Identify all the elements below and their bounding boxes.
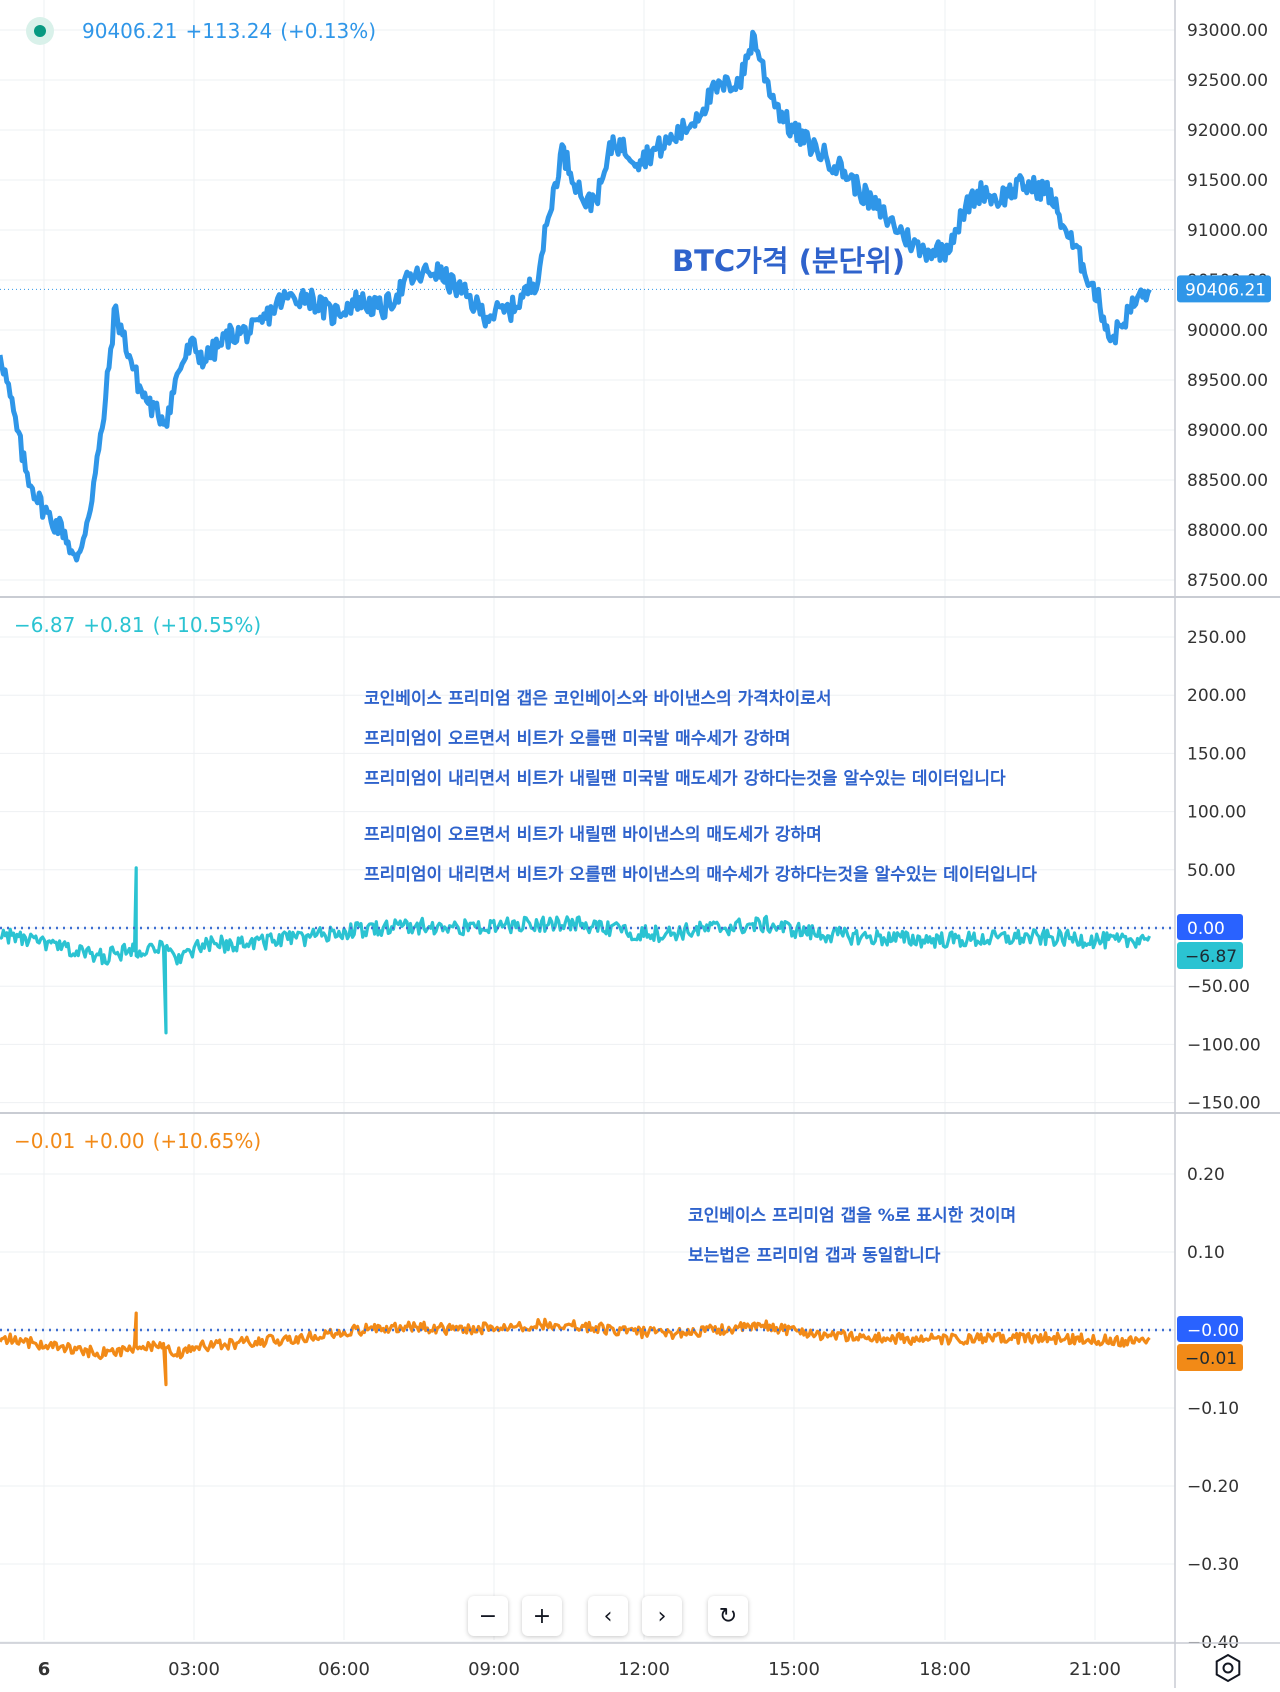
x-tick-label: 15:00 <box>768 1659 820 1680</box>
y-tick-label: 100.00 <box>1187 803 1246 823</box>
legend-change: +0.81 <box>83 613 144 637</box>
y-tick-label: 91500.00 <box>1187 171 1268 191</box>
x-tick-label: 21:00 <box>1069 1659 1121 1680</box>
reset-button[interactable]: ↻ <box>708 1596 748 1636</box>
last-value-label: −0.01 <box>1185 1349 1237 1369</box>
series-line-gap <box>0 866 1151 1035</box>
annotation-text: 프리미엄이 오르면서 비트가 내릴땐 바이낸스의 매도세가 강하며 <box>364 825 822 845</box>
y-tick-label: 89500.00 <box>1187 371 1268 391</box>
y-tick-label: −150.00 <box>1187 1094 1261 1114</box>
annotation-text: 코인베이스 프리미엄 갭은 코인베이스와 바이낸스의 가격차이로서 <box>364 689 832 709</box>
minus-icon: − <box>478 1603 498 1629</box>
y-tick-label: 250.00 <box>1187 628 1246 648</box>
x-tick-label: 09:00 <box>468 1659 520 1680</box>
plus-icon: + <box>532 1603 552 1629</box>
settings-center <box>1222 1662 1234 1674</box>
y-tick-label: −0.20 <box>1187 1477 1239 1497</box>
x-tick-label: 06:00 <box>318 1659 370 1680</box>
grid-lines <box>43 0 1096 1640</box>
chart-navigation: − + ‹ › ↻ <box>468 1596 748 1640</box>
y-tick-label: −100.00 <box>1187 1035 1261 1055</box>
y-tick-label: 93000.00 <box>1187 21 1268 41</box>
annotation-text: 프리미엄이 내리면서 비트가 내릴땐 미국발 매도세가 강하다는것을 알수있는 … <box>364 769 1006 789</box>
y-tick-label: 90000.00 <box>1187 321 1268 341</box>
y-tick-label: 50.00 <box>1187 861 1236 881</box>
last-value-tag <box>1177 1344 1243 1371</box>
x-tick-label: 03:00 <box>168 1659 220 1680</box>
x-tick-label: 12:00 <box>618 1659 670 1680</box>
legend-value: 90406.21 <box>82 19 177 43</box>
y-tick-label: −0.30 <box>1187 1555 1239 1575</box>
pane-price[interactable]: 93000.00 92500.00 92000.00 91500.00 91000.00… <box>0 17 1271 591</box>
scroll-right-button[interactable]: › <box>642 1596 682 1636</box>
last-value-tag <box>1177 275 1271 303</box>
status-dot-icon <box>34 25 46 37</box>
y-tick-label: 150.00 <box>1187 744 1246 764</box>
y-tick-label: 87500.00 <box>1187 571 1268 591</box>
annotation-text: 보는법은 프리미엄 갭과 동일합니다 <box>688 1245 941 1266</box>
zero-value-tag <box>1177 1316 1243 1342</box>
y-tick-label: 92000.00 <box>1187 121 1268 141</box>
chevron-left-icon: ‹ <box>603 1603 613 1629</box>
zero-value-label: 0.00 <box>1187 919 1225 939</box>
y-tick-label: 0.20 <box>1187 1165 1225 1185</box>
series-line-gap_pct <box>0 1311 1151 1387</box>
annotation-text: BTC가격 (분단위) <box>672 244 905 278</box>
legend-pct: (+0.13%) <box>280 19 376 43</box>
legend-value: −0.01 <box>14 1129 75 1153</box>
annotation-text: 프리미엄이 오르면서 비트가 오를땐 미국발 매수세가 강하며 <box>364 729 791 749</box>
legend-price: 90406.21 +113.24 (+0.13%) <box>82 19 376 43</box>
y-tick-label: 89000.00 <box>1187 421 1268 441</box>
settings-icon[interactable] <box>1215 1653 1241 1683</box>
annotation-text: 프리미엄이 내리면서 비트가 오를땐 바이낸스의 매수세가 강하다는것을 알수있… <box>364 865 1037 885</box>
y-tick-label: 0.10 <box>1187 1243 1225 1263</box>
scroll-left-button[interactable]: ‹ <box>588 1596 628 1636</box>
legend-gap: −6.87 +0.81 (+10.55%) <box>14 613 261 637</box>
legend-change: +113.24 <box>185 19 272 43</box>
x-tick-label: 6 <box>38 1659 51 1680</box>
y-tick-label: 88500.00 <box>1187 471 1268 491</box>
x-tick-label: 18:00 <box>919 1659 971 1680</box>
last-value-label: −6.87 <box>1185 947 1237 967</box>
time-axis[interactable]: 6 03:00 06:00 09:00 12:00 15:00 18:00 21:00 <box>0 1642 1280 1680</box>
zoom-in-button[interactable]: + <box>522 1596 562 1636</box>
reset-icon: ↻ <box>718 1603 738 1629</box>
last-value-label: 90406.21 <box>1185 280 1266 300</box>
legend-pct: (+10.55%) <box>153 613 262 637</box>
zoom-out-button[interactable]: − <box>468 1596 508 1636</box>
legend-pct: (+10.65%) <box>153 1129 262 1153</box>
legend-change: +0.00 <box>83 1129 144 1153</box>
pane-gap_pct[interactable]: 0.200.100.00−0.10−0.20−0.30−0.40−0.00−0.… <box>0 1112 1280 1653</box>
y-tick-label: 92500.00 <box>1187 71 1268 91</box>
annotation-text: 코인베이스 프리미엄 갭을 %로 표시한 것이며 <box>688 1206 1016 1226</box>
y-tick-label: 88000.00 <box>1187 521 1268 541</box>
zero-value-label: −0.00 <box>1187 1321 1239 1341</box>
legend-value: −6.87 <box>14 613 75 637</box>
y-tick-label: −50.00 <box>1187 977 1250 997</box>
y-tick-label: −0.10 <box>1187 1399 1239 1419</box>
settings-hexagon <box>1215 1653 1241 1683</box>
chevron-right-icon: › <box>657 1603 667 1629</box>
y-tick-label: 91000.00 <box>1187 221 1268 241</box>
series-line-price <box>0 29 1152 563</box>
pane-gap[interactable]: 250.00 200.00 150.00 100.00 50.00 0.00 −50.00 −… <box>0 596 1280 1114</box>
last-value-tag <box>1177 942 1243 969</box>
y-tick-label: 200.00 <box>1187 686 1246 706</box>
zero-value-tag <box>1177 914 1243 940</box>
legend-gap_pct: −0.01 +0.00 (+10.65%) <box>14 1129 261 1153</box>
